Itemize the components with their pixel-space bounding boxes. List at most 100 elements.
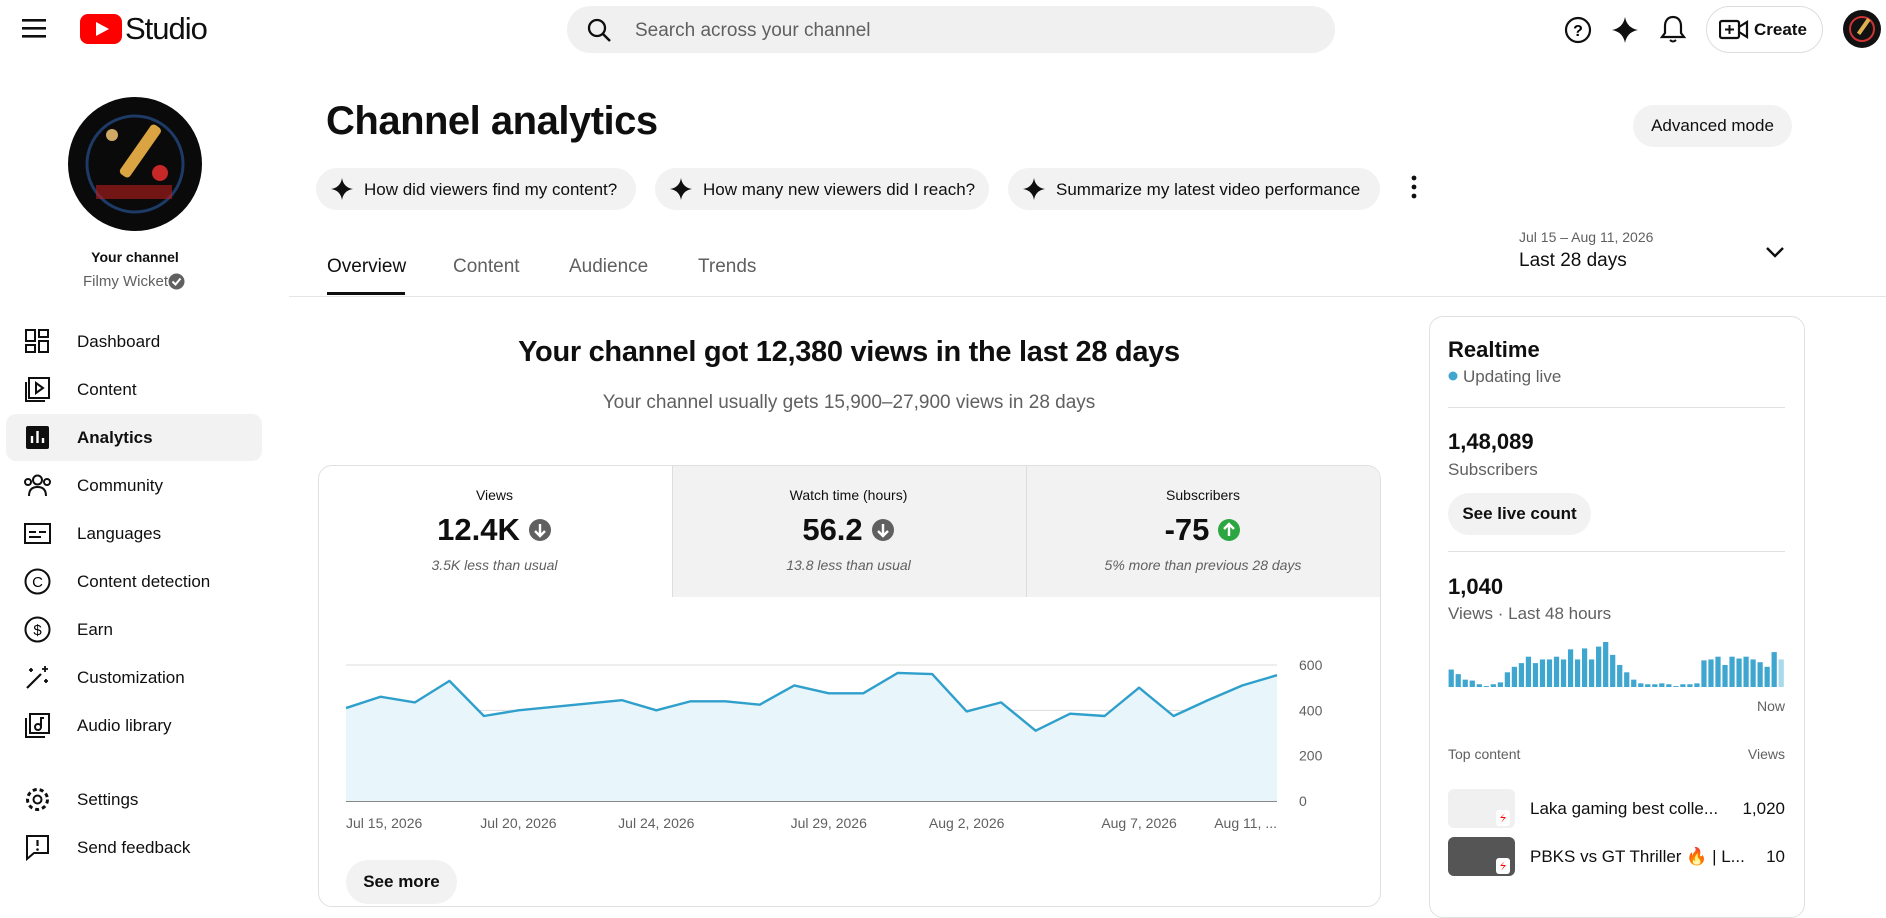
page-title: Channel analytics xyxy=(326,99,658,143)
nav-icon xyxy=(26,788,49,811)
live-dot xyxy=(1448,371,1458,381)
nav-label: Earn xyxy=(77,620,113,639)
hourly-bar xyxy=(1708,659,1714,687)
ai-icon xyxy=(670,178,692,200)
metric-label: Subscribers xyxy=(1166,487,1240,503)
overview-card xyxy=(318,465,1381,907)
nav-item-active[interactable]: Analytics xyxy=(6,414,262,461)
hourly-bar xyxy=(1525,656,1532,687)
metric-tab[interactable]: Subscribers -75 5% more than previous 28 d… xyxy=(1026,466,1380,597)
divider xyxy=(1448,551,1785,552)
date-range[interactable]: Jul 15 – Aug 11, 2026 xyxy=(1519,229,1654,245)
hourly-bar xyxy=(1631,679,1637,687)
menu-icon[interactable] xyxy=(22,18,50,40)
search-box[interactable]: Search across your channel xyxy=(567,6,1335,53)
line xyxy=(345,671,1278,732)
nav-label: Content xyxy=(77,380,137,399)
see-live-count-button[interactable]: See live count xyxy=(1448,493,1591,535)
metric-tab[interactable]: Views 12.4K 3.5K less than usual xyxy=(318,466,671,597)
suggestion-chip[interactable]: Summarize my latest video performance xyxy=(1008,168,1380,210)
metric-tab[interactable]: Watch time (hours) 56.2 13.8 less than usu… xyxy=(671,466,1026,597)
suggestion-chip[interactable]: How many new viewers did I reach? xyxy=(655,168,989,210)
bell-icon[interactable] xyxy=(1659,14,1687,44)
x-tick-label: Jul 20, 2026 xyxy=(480,815,556,831)
account-avatar[interactable] xyxy=(1842,9,1882,49)
tab-indicator xyxy=(327,292,405,295)
nav-item[interactable]: Content xyxy=(6,366,262,413)
tab[interactable]: Content xyxy=(453,256,520,277)
nav-label: Languages xyxy=(77,524,162,543)
nav-label: Send feedback xyxy=(77,838,191,857)
hourly-bar xyxy=(1553,656,1560,687)
ai-icon[interactable] xyxy=(1611,16,1639,44)
dropdown-icon[interactable] xyxy=(1764,244,1786,260)
hourly-bar xyxy=(1617,664,1623,687)
views-count: 1,040 xyxy=(1448,574,1504,599)
hourly-bar xyxy=(1729,656,1735,687)
hourly-bar xyxy=(1532,663,1539,687)
suggestion-chip[interactable]: How did viewers find my content? xyxy=(316,168,636,210)
nav-item[interactable]: Languages xyxy=(6,510,262,557)
nav-label: Dashboard xyxy=(77,332,161,351)
channel-avatar[interactable] xyxy=(68,97,202,231)
hourly-bar xyxy=(1462,679,1468,687)
help-icon[interactable]: ? xyxy=(1563,15,1593,45)
nav-icon xyxy=(24,474,51,497)
tab[interactable]: Trends xyxy=(698,256,757,277)
subscriber-count: 1,48,089 xyxy=(1448,429,1534,454)
top-content-header: Top content xyxy=(1448,746,1521,762)
advanced-mode-button[interactable]: Advanced mode xyxy=(1633,105,1792,147)
hourly-bar xyxy=(1574,659,1581,687)
hourly-bar xyxy=(1610,654,1616,687)
nav-item[interactable]: Dashboard xyxy=(6,318,262,365)
nav-icon xyxy=(24,523,51,544)
create-button[interactable]: Create xyxy=(1706,6,1823,53)
create-icon xyxy=(1719,19,1749,40)
more-icon[interactable] xyxy=(1408,174,1420,200)
nav-item[interactable]: $ Earn xyxy=(6,606,262,653)
search-icon xyxy=(587,18,611,42)
metric-note: 3.5K less than usual xyxy=(431,557,558,573)
hourly-bar xyxy=(1455,674,1461,687)
channel-name[interactable]: Filmy Wicket xyxy=(83,273,168,290)
tab-active[interactable]: Overview xyxy=(327,256,407,277)
ai-icon xyxy=(1023,178,1045,200)
nav-icon xyxy=(26,426,49,449)
nav-item[interactable]: Settings xyxy=(6,776,262,823)
metric-value: 12.4K xyxy=(318,512,671,548)
content-title[interactable]: Laka gaming best colle... xyxy=(1530,799,1719,818)
divider xyxy=(1448,407,1785,408)
logo-icon[interactable] xyxy=(80,14,122,44)
nav-label: Customization xyxy=(77,668,185,687)
metric-divider xyxy=(672,466,673,597)
x-tick-label: Jul 29, 2026 xyxy=(791,815,867,831)
channel-label: Your channel xyxy=(91,249,179,265)
chip-label: How did viewers find my content? xyxy=(364,180,618,199)
nav-icon: C xyxy=(24,568,51,595)
hourly-bar xyxy=(1694,683,1700,687)
logo-text[interactable]: Studio xyxy=(125,11,208,46)
page: Studio Search across your channel ? Crea… xyxy=(6,6,1886,918)
shorts-icon xyxy=(1496,858,1510,874)
x-tick-label: Aug 11, ... xyxy=(1214,815,1277,831)
nav-item[interactable]: Audio library xyxy=(6,702,262,749)
nav-item[interactable]: Community xyxy=(6,462,262,509)
hourly-bar xyxy=(1673,686,1679,687)
divider xyxy=(289,296,1886,297)
nav-item[interactable]: Send feedback xyxy=(6,824,262,871)
trend-down-icon xyxy=(528,519,551,541)
date-range-label[interactable]: Last 28 days xyxy=(1519,250,1627,271)
hourly-bar xyxy=(1659,683,1665,687)
tab[interactable]: Audience xyxy=(569,256,649,277)
nav-item[interactable]: C Content detection xyxy=(6,558,262,605)
nav-item[interactable]: Customization xyxy=(6,654,262,701)
hourly-bar xyxy=(1778,659,1784,687)
hourly-bar xyxy=(1589,659,1595,687)
hourly-bar xyxy=(1764,666,1770,687)
metric-number: 12.4K xyxy=(437,512,520,547)
hourly-bar xyxy=(1546,659,1553,687)
hourly-bar xyxy=(1638,683,1644,687)
hourly-bar xyxy=(1469,680,1475,687)
content-title[interactable]: PBKS vs GT Thriller 🔥 | L... xyxy=(1530,847,1745,866)
metric-number: -75 xyxy=(1164,512,1210,547)
